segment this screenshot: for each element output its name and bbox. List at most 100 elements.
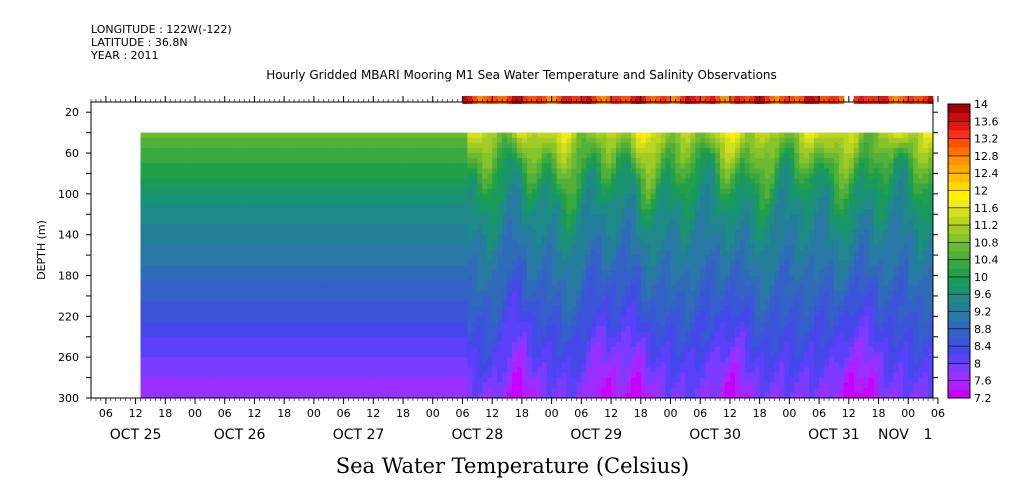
heatmap-cell bbox=[323, 285, 330, 292]
heatmap-cell bbox=[333, 260, 340, 266]
heatmap-cell bbox=[195, 280, 201, 287]
heatmap-cell bbox=[264, 260, 270, 266]
heatmap-cell bbox=[546, 214, 553, 220]
heatmap-cell bbox=[462, 163, 468, 169]
heatmap-cell bbox=[348, 382, 354, 389]
heatmap-cell bbox=[264, 158, 270, 164]
heatmap-cell bbox=[447, 265, 453, 271]
heatmap-cell bbox=[477, 275, 483, 282]
heatmap-cell bbox=[289, 290, 295, 297]
heatmap-cell bbox=[229, 173, 236, 179]
heatmap-cell bbox=[467, 341, 473, 348]
heatmap-cell bbox=[601, 280, 607, 287]
heatmap-cell bbox=[214, 382, 221, 389]
heatmap-cell bbox=[561, 137, 567, 144]
heatmap-cell bbox=[373, 173, 379, 179]
heatmap-cell bbox=[383, 250, 389, 256]
heatmap-cell bbox=[566, 132, 572, 139]
heatmap-cell bbox=[596, 244, 602, 251]
heatmap-cell bbox=[294, 214, 300, 220]
heatmap-cell bbox=[427, 331, 434, 338]
heatmap-cell bbox=[516, 163, 523, 169]
heatmap-cell bbox=[229, 346, 236, 353]
heatmap-cell bbox=[457, 387, 463, 394]
heatmap-cell bbox=[427, 280, 434, 287]
heatmap-cell bbox=[170, 265, 176, 271]
heatmap-cell bbox=[303, 290, 310, 297]
surface-cell bbox=[482, 96, 488, 104]
heatmap-cell bbox=[249, 173, 255, 179]
heatmap-cell bbox=[586, 301, 592, 307]
heatmap-cell bbox=[561, 341, 567, 348]
surface-cell bbox=[601, 96, 607, 104]
heatmap-cell bbox=[229, 357, 236, 363]
heatmap-cell bbox=[140, 387, 146, 394]
heatmap-cell bbox=[591, 326, 597, 333]
heatmap-cell bbox=[279, 260, 285, 266]
heatmap-cell bbox=[541, 250, 548, 256]
heatmap-cell bbox=[313, 346, 320, 353]
heatmap-cell bbox=[343, 306, 349, 312]
heatmap-cell bbox=[175, 153, 181, 159]
heatmap-cell bbox=[190, 132, 196, 139]
heatmap-cell bbox=[289, 301, 295, 307]
heatmap-cell bbox=[561, 275, 567, 282]
heatmap-cell bbox=[224, 224, 231, 230]
heatmap-cell bbox=[229, 209, 236, 215]
heatmap-cell bbox=[338, 301, 344, 307]
surface-cell bbox=[645, 96, 652, 104]
heatmap-cell bbox=[541, 255, 548, 261]
heatmap-cell bbox=[333, 311, 340, 317]
heatmap-cell bbox=[284, 321, 290, 327]
heatmap-cell bbox=[289, 336, 295, 343]
heatmap-cell bbox=[526, 290, 533, 297]
heatmap-cell bbox=[229, 260, 236, 266]
heatmap-cell bbox=[378, 132, 384, 139]
heatmap-cell bbox=[482, 367, 488, 373]
heatmap-cell bbox=[195, 367, 201, 373]
heatmap-cell bbox=[412, 229, 419, 236]
heatmap-cell bbox=[388, 260, 394, 266]
heatmap-cell bbox=[541, 183, 548, 190]
heatmap-cell bbox=[274, 285, 280, 292]
heatmap-cell bbox=[541, 331, 548, 338]
heatmap-cell bbox=[596, 295, 602, 302]
heatmap-cell bbox=[378, 188, 384, 195]
heatmap-cell bbox=[586, 209, 592, 215]
heatmap-cell bbox=[591, 153, 597, 159]
heatmap-cell bbox=[427, 234, 434, 241]
heatmap-cell bbox=[407, 331, 414, 338]
heatmap-cell bbox=[526, 280, 533, 287]
heatmap-cell bbox=[308, 250, 315, 256]
heatmap-cell bbox=[373, 214, 379, 220]
heatmap-cell bbox=[279, 214, 285, 220]
heatmap-cell bbox=[289, 204, 295, 210]
heatmap-cell bbox=[155, 387, 161, 394]
heatmap-cell bbox=[526, 270, 533, 276]
heatmap-cell bbox=[492, 229, 498, 236]
heatmap-cell bbox=[259, 204, 265, 210]
heatmap-cell bbox=[561, 265, 567, 271]
heatmap-cell bbox=[219, 173, 226, 179]
heatmap-cell bbox=[437, 214, 444, 220]
heatmap-cell bbox=[516, 357, 523, 363]
heatmap-cell bbox=[348, 275, 354, 282]
heatmap-cell bbox=[140, 382, 146, 389]
heatmap-cell bbox=[546, 357, 553, 363]
heatmap-cell bbox=[145, 377, 151, 384]
heatmap-cell bbox=[180, 387, 186, 394]
heatmap-cell bbox=[427, 147, 434, 154]
heatmap-cell bbox=[333, 193, 340, 200]
heatmap-cell bbox=[497, 270, 503, 276]
heatmap-cell bbox=[224, 341, 231, 348]
heatmap-cell bbox=[442, 341, 449, 348]
heatmap-cell bbox=[393, 367, 399, 373]
heatmap-cell bbox=[229, 250, 236, 256]
heatmap-cell bbox=[601, 392, 607, 399]
heatmap-cell bbox=[393, 224, 399, 230]
surface-cell bbox=[467, 96, 473, 104]
heatmap-cell bbox=[398, 234, 404, 241]
heatmap-cell bbox=[561, 387, 567, 394]
heatmap-cell bbox=[170, 392, 176, 399]
heatmap-cell bbox=[541, 173, 548, 179]
